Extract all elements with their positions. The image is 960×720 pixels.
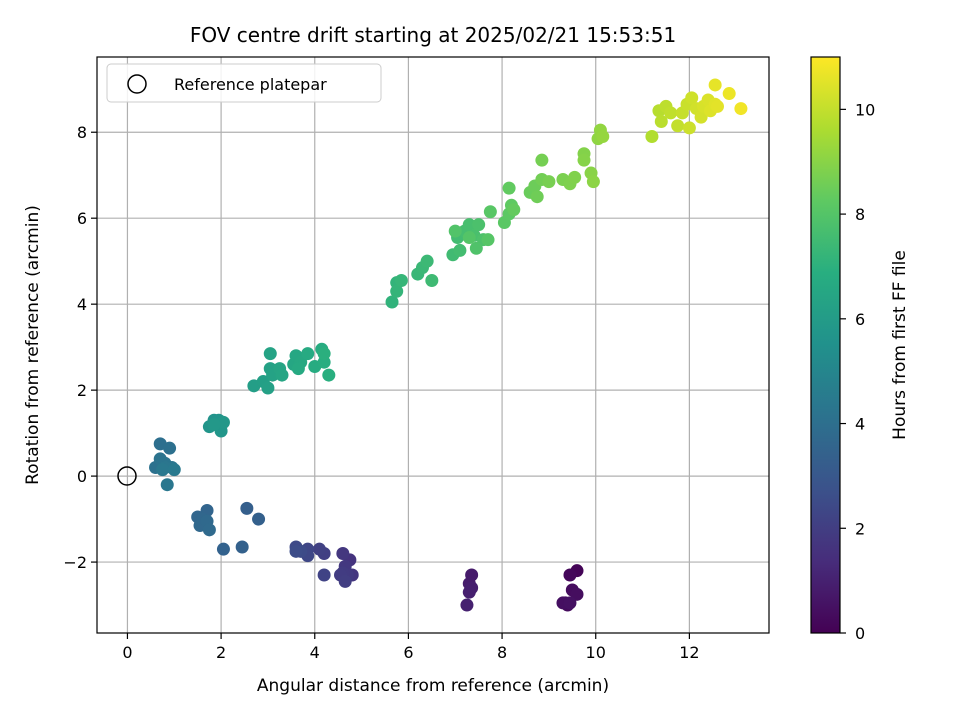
data-point [535,153,549,167]
data-point [722,87,736,101]
legend-label-reference: Reference platepar [174,75,327,94]
x-tick-label: 6 [403,643,413,662]
data-point [385,295,399,309]
legend-box [106,63,382,103]
data-point [390,284,404,298]
y-axis-label: Rotation from reference (arcmin) [23,205,43,485]
data-point [502,181,516,195]
data-point [507,203,521,217]
data-point [734,102,748,116]
data-point [317,347,331,361]
data-point [336,546,350,560]
data-point [317,568,331,582]
colorbar-tick-label: 8 [855,205,865,224]
colorbar-tick-label: 2 [855,519,865,538]
data-point [448,224,462,238]
x-tick-label: 8 [497,643,507,662]
data-point [472,218,486,232]
data-point [563,596,577,610]
plot-area-frame [96,56,770,634]
data-point [462,231,476,245]
data-point [654,114,668,128]
y-tick-label: 8 [77,123,87,142]
data-point [252,512,266,526]
y-tick-label: 0 [77,467,87,486]
data-point [481,233,495,247]
data-point [216,542,230,556]
data-point [394,274,408,288]
colorbar-tick-label: 4 [855,415,865,434]
data-point [462,218,476,232]
data-point [645,130,659,144]
data-point [163,441,177,455]
colorbar-ticks: 0 2 4 6 8 10 [840,100,875,643]
data-point [235,540,249,554]
data-point [338,574,352,588]
x-axis-label: Angular distance from reference (arcmin) [257,676,609,696]
data-point [240,501,254,515]
data-point [596,130,610,144]
data-point [275,368,289,382]
data-point [671,119,685,133]
legend: Reference platepar [106,63,382,103]
data-point [289,544,303,558]
data-point [156,463,170,477]
data-point [570,587,584,601]
data-point [460,598,474,612]
data-point [301,347,315,361]
y-tick-label: 6 [77,209,87,228]
data-point [708,78,722,92]
data-point [530,190,544,204]
data-point [425,274,439,288]
grid [97,57,769,633]
data-point [207,418,221,432]
colorbar-label: Hours from first FF file [890,250,910,440]
data-point [577,153,591,167]
data-point [568,170,582,184]
data-point [469,241,483,255]
scatter-points [149,78,748,612]
colorbar-tick-label: 10 [855,100,875,119]
data-point [291,362,305,376]
data-point [420,254,434,268]
y-tick-label: 4 [77,295,87,314]
data-point [682,121,696,135]
axis-ticks: 0 2 4 6 8 10 12 −2 0 2 4 6 8 [63,123,699,662]
x-tick-label: 4 [310,643,320,662]
colorbar-tick-label: 0 [855,624,865,643]
data-point [202,523,216,537]
reference-platepar-marker [117,466,137,486]
data-point [261,381,275,395]
data-point [160,478,174,492]
x-tick-label: 0 [122,643,132,662]
data-point [563,568,577,582]
data-point [685,91,699,105]
data-point [710,99,724,113]
y-tick-label: 2 [77,381,87,400]
x-tick-label: 12 [679,643,699,662]
data-point [263,347,277,361]
data-point [483,205,497,219]
legend-marker-reference [127,74,147,94]
data-point [542,175,556,189]
data-point [322,368,336,382]
data-point [462,585,476,599]
y-tick-label: −2 [63,553,87,572]
data-point [312,542,326,556]
colorbar-tick-label: 6 [855,310,865,329]
x-tick-label: 2 [216,643,226,662]
data-point [167,463,181,477]
data-point [453,243,467,257]
data-point [586,175,600,189]
data-point [694,110,708,124]
colorbar [811,57,840,633]
colorbar-frame [810,56,841,634]
data-point [664,106,678,120]
chart-title: FOV centre drift starting at 2025/02/21 … [190,23,676,47]
x-tick-label: 10 [586,643,606,662]
